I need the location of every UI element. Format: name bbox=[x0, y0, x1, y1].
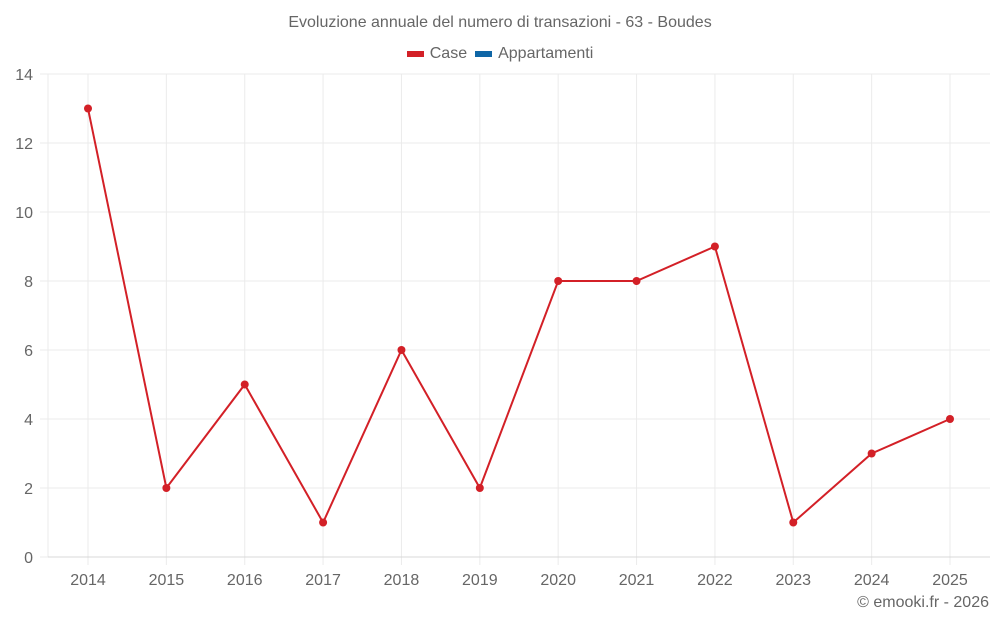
data-point-marker bbox=[475, 484, 484, 492]
x-tick-label: 2021 bbox=[619, 572, 655, 589]
y-tick-label: 12 bbox=[15, 136, 33, 153]
x-tick-label: 2024 bbox=[854, 572, 890, 589]
chart-title: Evoluzione annuale del numero di transaz… bbox=[288, 14, 712, 31]
data-point-marker bbox=[710, 242, 719, 251]
legend-label-appartamenti: Appartamenti bbox=[498, 45, 594, 62]
data-point-marker bbox=[162, 484, 171, 492]
y-tick-label: 4 bbox=[24, 412, 33, 429]
x-tick-label: 2025 bbox=[932, 572, 968, 589]
data-point-marker bbox=[946, 415, 954, 423]
y-tick-label: 0 bbox=[24, 550, 33, 567]
data-point-marker bbox=[632, 277, 641, 285]
data-point-marker bbox=[867, 449, 876, 458]
data-point-marker bbox=[789, 518, 798, 527]
y-tick-label: 14 bbox=[15, 67, 33, 84]
x-tick-label: 2014 bbox=[70, 572, 106, 589]
legend-item-appartamenti[interactable]: Appartamenti bbox=[475, 45, 593, 63]
chart-legend: Case Appartamenti bbox=[0, 45, 1000, 63]
x-tick-label: 2018 bbox=[384, 572, 420, 589]
data-point-marker bbox=[240, 380, 249, 389]
x-tick-label: 2016 bbox=[227, 572, 263, 589]
legend-swatch-appartamenti-icon bbox=[475, 51, 493, 57]
credit-text: © emooki.fr - 2026 bbox=[857, 594, 989, 611]
y-tick-label: 6 bbox=[24, 343, 33, 360]
data-point-marker bbox=[84, 104, 92, 113]
y-tick-label: 10 bbox=[15, 205, 33, 222]
data-point-marker bbox=[554, 277, 563, 285]
legend-swatch-case-icon bbox=[406, 51, 424, 57]
x-tick-label: 2015 bbox=[149, 572, 185, 589]
legend-item-case[interactable]: Case bbox=[406, 45, 468, 63]
legend-label-case: Case bbox=[429, 45, 468, 62]
x-tick-label: 2020 bbox=[540, 572, 576, 589]
data-point-marker bbox=[319, 518, 328, 527]
series-line-case bbox=[87, 108, 951, 525]
x-tick-label: 2019 bbox=[462, 572, 498, 589]
y-tick-label: 8 bbox=[24, 274, 33, 291]
x-tick-label: 2017 bbox=[305, 572, 341, 589]
data-point-marker bbox=[397, 346, 406, 354]
y-tick-label: 2 bbox=[24, 481, 33, 498]
x-tick-label: 2023 bbox=[775, 572, 811, 589]
x-tick-label: 2022 bbox=[697, 572, 733, 589]
